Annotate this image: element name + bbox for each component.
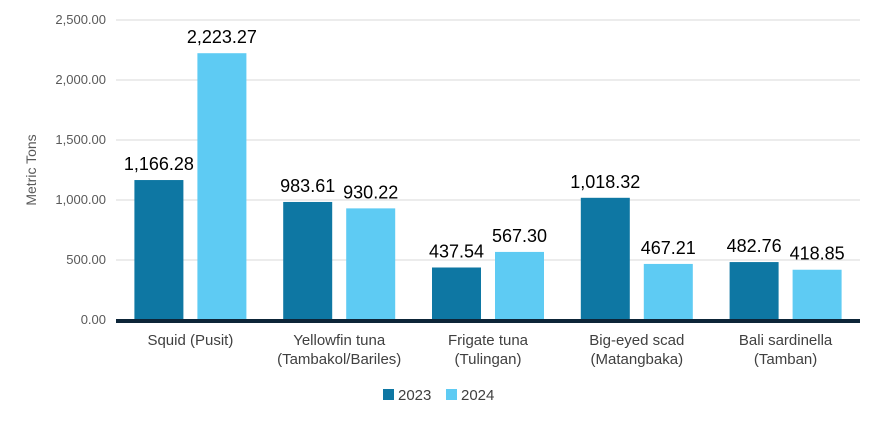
data-label: 983.61 [280, 176, 335, 196]
bars [134, 53, 842, 320]
y-tick-label: 2,000.00 [55, 72, 106, 87]
legend-label: 2023 [398, 387, 431, 404]
category-label-line: (Tamban) [754, 351, 817, 368]
y-tick-label: 2,500.00 [55, 12, 106, 27]
data-labels: 1,166.28 2,223.27 983.61 930.22 437.54 567.30… [124, 27, 845, 264]
bar-2024 [197, 53, 247, 320]
legend: 2023 2024 [383, 387, 494, 404]
legend-swatch-2024 [446, 389, 457, 400]
bar-2023 [432, 267, 481, 320]
y-tick-label: 0.00 [81, 312, 106, 327]
data-label: 567.30 [492, 226, 547, 246]
bar-2024 [643, 263, 693, 320]
bar-2024 [346, 208, 396, 320]
data-label: 930.22 [343, 182, 398, 202]
category-label: Bali sardinella (Tamban) [739, 332, 833, 368]
data-label: 437.54 [429, 241, 484, 261]
y-axis-label: Metric Tons [23, 134, 39, 205]
category-label: Yellowfin tuna (Tambakol/Bariles) [277, 332, 401, 368]
data-label: 467.21 [641, 238, 696, 258]
bar-2024 [792, 269, 842, 320]
legend-label: 2024 [461, 387, 494, 404]
category-label-line: (Tulingan) [455, 351, 522, 368]
y-tick-label: 500.00 [66, 252, 106, 267]
category-label: Big-eyed scad (Matangbaka) [589, 332, 684, 368]
category-label-line: Squid (Pusit) [147, 332, 233, 349]
category-label-line: (Matangbaka) [591, 351, 684, 368]
data-label: 2,223.27 [187, 27, 257, 47]
category-label: Squid (Pusit) [147, 332, 233, 349]
category-label-line: Frigate tuna [448, 332, 529, 349]
bar-2023 [729, 262, 779, 320]
data-label: 1,018.32 [570, 172, 640, 192]
data-label: 418.85 [790, 244, 845, 264]
category-label-line: Bali sardinella [739, 332, 833, 349]
bar-2023 [580, 197, 630, 320]
bar-2023 [134, 180, 184, 320]
y-tick-label: 1,000.00 [55, 192, 106, 207]
legend-swatch-2023 [383, 389, 394, 400]
bar-2024 [495, 251, 544, 320]
data-label: 482.76 [727, 236, 782, 256]
bar-2023 [283, 201, 333, 320]
y-tick-label: 1,500.00 [55, 132, 106, 147]
category-label-line: (Tambakol/Bariles) [277, 351, 401, 368]
category-label-line: Yellowfin tuna [293, 332, 386, 349]
category-label-line: Big-eyed scad [589, 332, 684, 349]
data-label: 1,166.28 [124, 154, 194, 174]
category-label: Frigate tuna (Tulingan) [448, 332, 529, 368]
y-axis-ticks: 0.00 500.00 1,000.00 1,500.00 2,000.00 2,500.… [55, 12, 106, 327]
category-labels: Squid (Pusit) Yellowfin tuna (Tambakol/Bar… [147, 332, 832, 368]
